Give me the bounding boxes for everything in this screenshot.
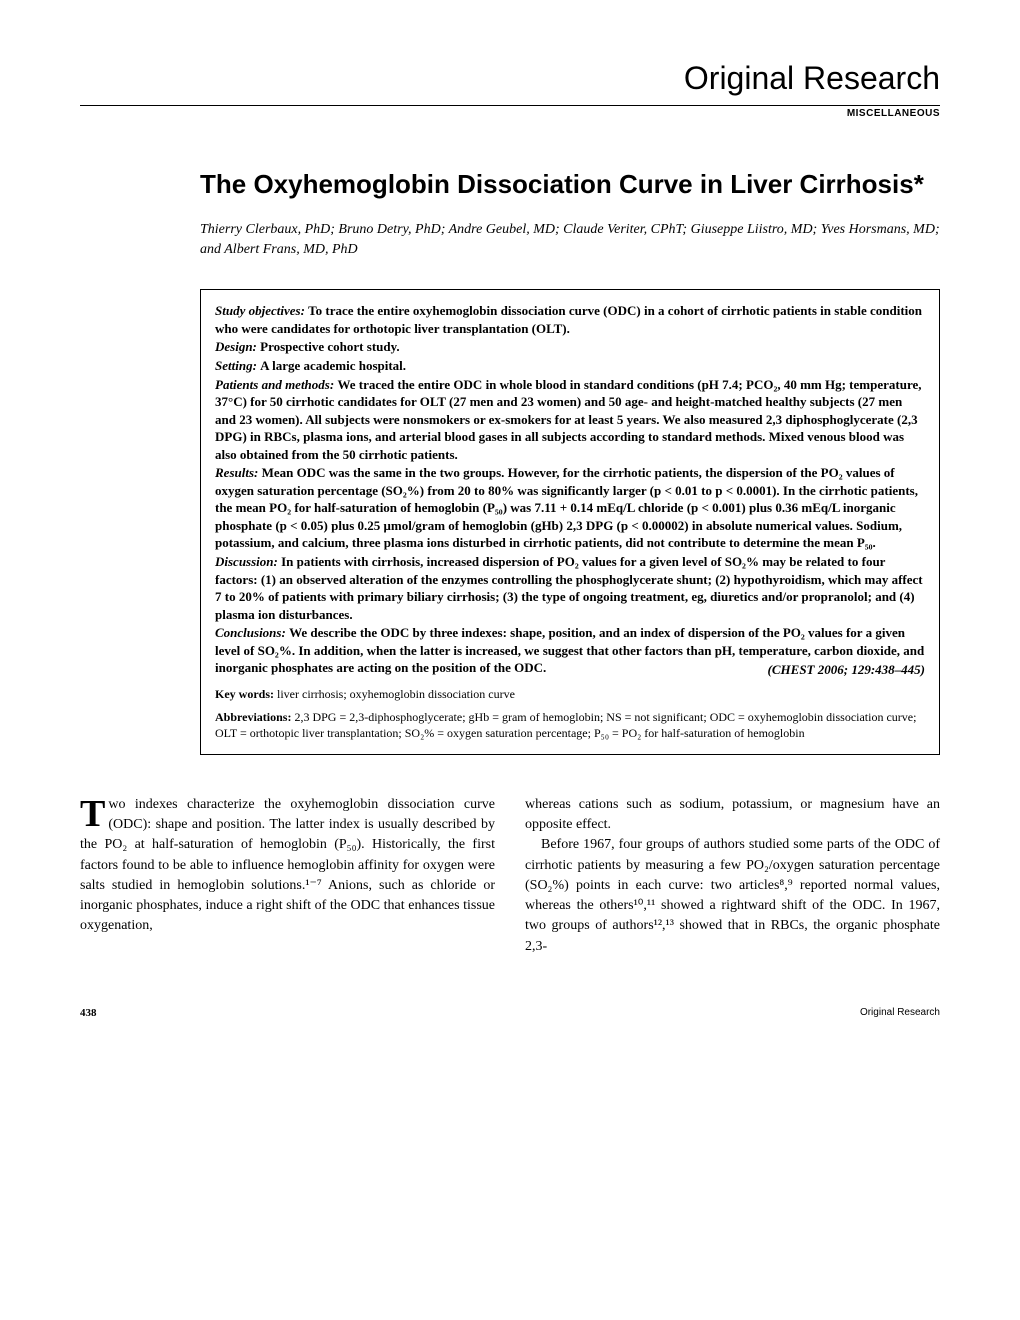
page-footer: 438 Original Research: [80, 1007, 940, 1019]
abstract-conclusions-label: Conclusions:: [215, 625, 286, 640]
abstract-box: Study objectives: To trace the entire ox…: [200, 289, 940, 754]
abstract-design-content: Prospective cohort study.: [260, 339, 400, 354]
abstract-discussion-content: In patients with cirrhosis, increased di…: [215, 554, 923, 622]
drop-cap: T: [80, 795, 108, 830]
abstract-design: Design: Prospective cohort study.: [215, 338, 925, 356]
keywords: Key words: liver cirrhosis; oxyhemoglobi…: [215, 687, 925, 703]
header-section: Original Research: [80, 60, 940, 97]
abbreviations: Abbreviations: 2,3 DPG = 2,3-diphosphogl…: [215, 710, 925, 741]
abstract-setting-content: A large academic hospital.: [260, 358, 406, 373]
abstract-discussion: Discussion: In patients with cirrhosis, …: [215, 553, 925, 623]
abstract-results-label: Results:: [215, 465, 258, 480]
abstract-discussion-label: Discussion:: [215, 554, 278, 569]
column-left: Two indexes characterize the oxyhemoglob…: [80, 795, 495, 957]
abstract-methods-label: Patients and methods:: [215, 377, 334, 392]
header-divider: [80, 105, 940, 106]
abstract-design-label: Design:: [215, 339, 257, 354]
abstract-objectives-content: To trace the entire oxyhemoglobin dissoc…: [215, 303, 922, 336]
abstract-results-content: Mean ODC was the same in the two groups.…: [215, 465, 918, 550]
body-para-3: Before 1967, four groups of authors stud…: [525, 835, 940, 957]
authors-list: Thierry Clerbaux, PhD; Bruno Detry, PhD;…: [200, 220, 940, 259]
body-para-2: whereas cations such as sodium, potassiu…: [525, 795, 940, 836]
footer-label: Original Research: [860, 1007, 940, 1019]
body-text: Two indexes characterize the oxyhemoglob…: [80, 795, 940, 957]
abstract-setting: Setting: A large academic hospital.: [215, 357, 925, 375]
body-para-1-text: wo indexes characterize the oxyhemoglobi…: [80, 797, 495, 934]
page-number: 438: [80, 1007, 97, 1019]
abstract-conclusions: Conclusions: We describe the ODC by thre…: [215, 624, 925, 677]
abstract-methods: Patients and methods: We traced the enti…: [215, 376, 925, 464]
abstract-objectives: Study objectives: To trace the entire ox…: [215, 302, 925, 337]
section-title: Original Research: [80, 60, 940, 97]
keywords-content: liver cirrhosis; oxyhemoglobin dissociat…: [277, 687, 515, 701]
abbreviations-label: Abbreviations:: [215, 710, 291, 724]
body-para-1: Two indexes characterize the oxyhemoglob…: [80, 795, 495, 937]
column-right: whereas cations such as sodium, potassiu…: [525, 795, 940, 957]
article-title: The Oxyhemoglobin Dissociation Curve in …: [200, 169, 940, 200]
abbreviations-content: 2,3 DPG = 2,3-diphosphoglycerate; gHb = …: [215, 710, 916, 740]
abstract-results: Results: Mean ODC was the same in the tw…: [215, 464, 925, 552]
abstract-setting-label: Setting:: [215, 358, 257, 373]
abstract-citation: (CHEST 2006; 129:438–445): [768, 661, 925, 679]
subsection-label: MISCELLANEOUS: [80, 108, 940, 119]
abstract-objectives-label: Study objectives:: [215, 303, 305, 318]
keywords-label: Key words:: [215, 687, 274, 701]
